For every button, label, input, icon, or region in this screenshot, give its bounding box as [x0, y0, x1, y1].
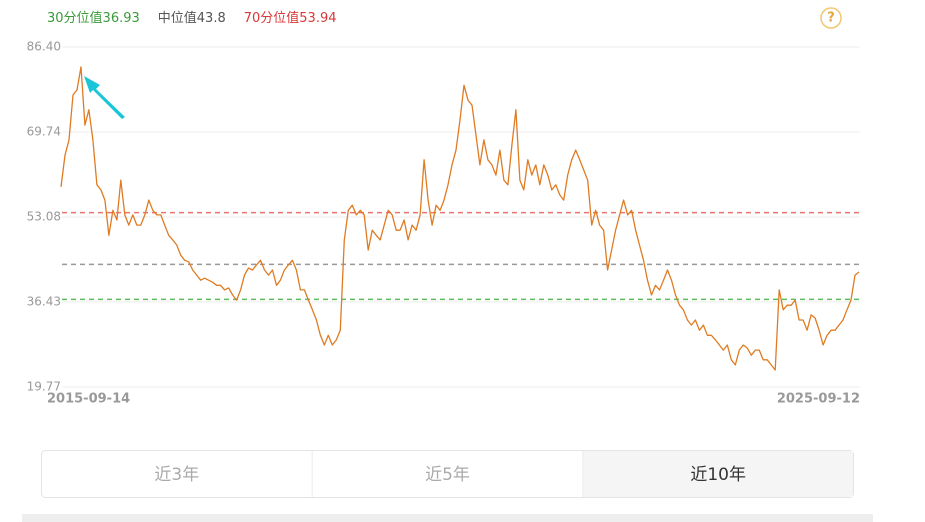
- y-tick-label: 86.40: [27, 40, 61, 54]
- bottom-bar: [22, 514, 873, 522]
- reference-value: 53.94: [299, 11, 336, 26]
- x-tick-label: 2025-09-12: [777, 392, 860, 407]
- x-tick-label: 2015-09-14: [47, 392, 130, 407]
- arrow-annotation: [84, 76, 125, 119]
- y-tick-label: 36.43: [27, 294, 61, 308]
- y-tick-label: 53.08: [27, 210, 61, 224]
- help-circle[interactable]: [820, 7, 842, 29]
- y-tick-label: 69.74: [27, 125, 61, 139]
- tab[interactable]: 近3年: [154, 465, 199, 485]
- reference-label: 70分位值53.94: [244, 10, 337, 26]
- y-tick-label: 19.77: [27, 380, 61, 394]
- data-line: [60, 66, 860, 371]
- tab[interactable]: 近10年: [690, 465, 746, 485]
- reference-name: 30分位值: [47, 10, 103, 26]
- reference-label: 中位值43.8: [158, 10, 226, 26]
- reference-name: 70分位值: [244, 10, 300, 26]
- reference-label: 30分位值36.93: [47, 10, 140, 26]
- reference-value: 36.93: [103, 11, 140, 26]
- reference-name: 中位值: [158, 10, 197, 26]
- help-icon[interactable]: ?: [827, 11, 835, 26]
- tab-selected-bg[interactable]: [582, 451, 853, 497]
- reference-value: 43.8: [197, 11, 226, 26]
- tab[interactable]: 近5年: [425, 465, 470, 485]
